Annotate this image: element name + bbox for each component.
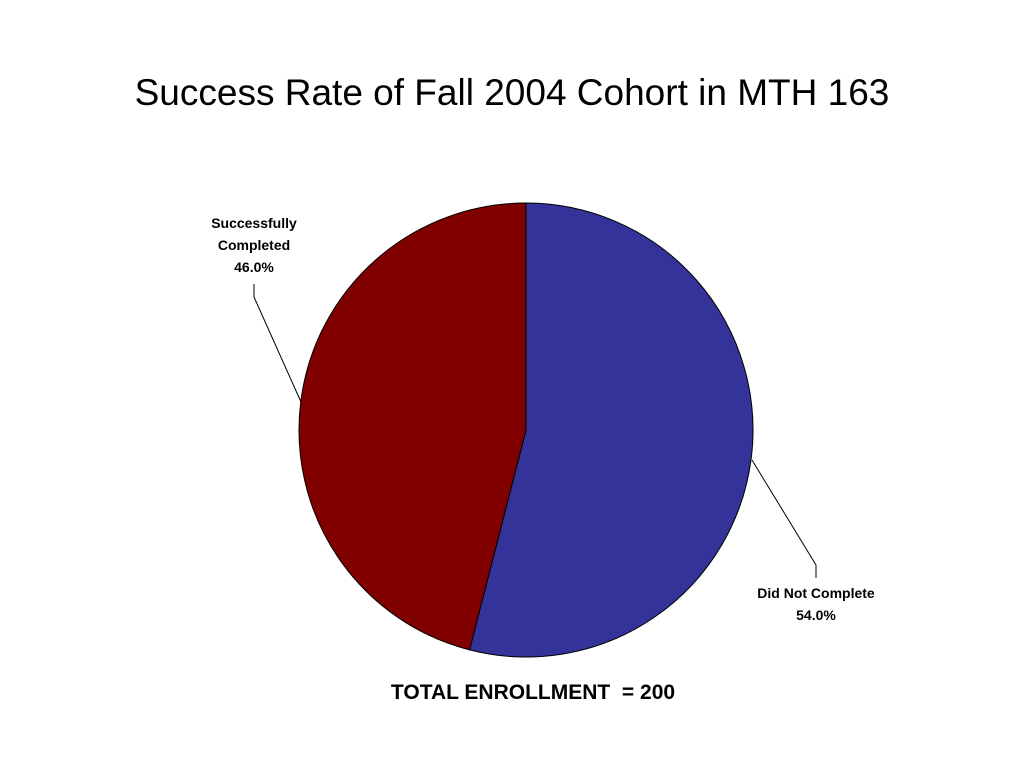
total-enrollment-note: TOTAL ENROLLMENT = 200 (390, 681, 676, 704)
slice-name-label: Successfully (211, 215, 297, 231)
slice-name-label: Completed (218, 237, 290, 253)
leader-lines (253, 284, 817, 578)
slice-label-0: Did Not Complete 54.0% (757, 585, 875, 623)
slice-name-label: Did Not Complete (757, 585, 875, 601)
slice-value-label: 54.0% (796, 607, 836, 623)
slice-value-label: 46.0% (234, 259, 274, 275)
slice-label-1: Successfully Completed 46.0% (211, 215, 297, 275)
leader-line-1 (253, 284, 302, 403)
chart-title: Success Rate of Fall 2004 Cohort in MTH … (134, 72, 890, 113)
leader-line-0 (751, 459, 817, 578)
pie-slices (298, 202, 754, 658)
pie-slice-0 (468, 202, 754, 658)
slice-labels: Did Not Complete 54.0% Successfully Complet… (211, 215, 875, 623)
